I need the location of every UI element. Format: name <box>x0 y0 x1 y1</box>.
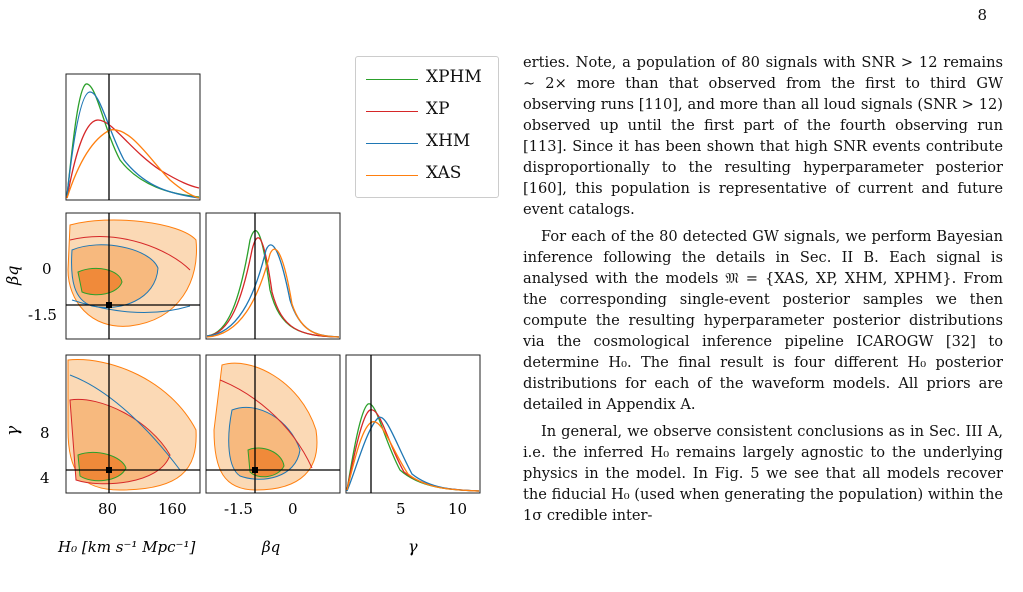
body-text-column: erties. Note, a population of 80 signals… <box>523 52 1003 526</box>
corner-plot-figure: 0 -1.5 8 4 80 160 -1.5 0 5 10 H₀ [km s⁻¹… <box>0 0 500 588</box>
legend-label: XPHM <box>426 67 482 87</box>
legend-swatch <box>366 143 418 144</box>
x-label-gamma: γ <box>408 537 418 556</box>
panel-h0-beta <box>65 212 201 340</box>
gamma-y-tick-1: 4 <box>40 469 50 487</box>
legend-swatch <box>366 175 418 176</box>
legend: XPHM XP XHM XAS <box>355 56 499 198</box>
legend-item-xp: XP <box>366 99 496 129</box>
truth-points <box>106 302 258 473</box>
paragraph: erties. Note, a population of 80 signals… <box>523 54 1003 218</box>
panel-gamma-hist <box>345 354 481 494</box>
legend-swatch <box>366 111 418 112</box>
legend-label: XP <box>426 99 450 119</box>
paragraph: For each of the 80 detected GW signals, … <box>523 228 1003 413</box>
h0-beta-contours <box>67 219 197 327</box>
h0-gamma-contours <box>67 359 197 491</box>
panel-h0-hist <box>65 73 201 201</box>
truth-lines <box>66 74 372 493</box>
corner-plot-svg: 0 -1.5 8 4 80 160 -1.5 0 5 10 H₀ [km s⁻¹… <box>3 73 481 556</box>
beta-y-tick-1: -1.5 <box>28 306 57 324</box>
legend-item-xphm: XPHM <box>366 67 496 97</box>
x-label-h0: H₀ [km s⁻¹ Mpc⁻¹] <box>57 538 195 556</box>
paragraph: In general, we observe consistent conclu… <box>523 423 1003 524</box>
beta-histograms <box>206 229 340 338</box>
x-label-beta: βq <box>261 538 280 556</box>
legend-item-xhm: XHM <box>366 131 496 161</box>
y-label-beta: βq <box>3 266 22 287</box>
beta-gamma-contours <box>213 362 318 491</box>
beta-y-tick-0: 0 <box>42 260 52 278</box>
legend-swatch <box>366 79 418 80</box>
panel-beta-hist <box>205 212 341 340</box>
page-number: 8 <box>977 6 987 24</box>
gamma-histograms <box>346 403 480 492</box>
panel-beta-gamma <box>205 354 341 494</box>
gamma-x-tick-1: 10 <box>448 500 467 518</box>
h0-x-tick-1: 160 <box>158 500 187 518</box>
beta-x-tick-1: 0 <box>288 500 298 518</box>
y-label-gamma: γ <box>3 425 23 436</box>
legend-label: XHM <box>426 131 471 151</box>
legend-label: XAS <box>426 163 462 183</box>
h0-histograms <box>66 83 200 199</box>
legend-item-xas: XAS <box>366 163 496 193</box>
gamma-x-tick-0: 5 <box>396 500 406 518</box>
gamma-y-tick-0: 8 <box>40 424 50 442</box>
h0-x-tick-0: 80 <box>98 500 117 518</box>
panel-h0-gamma <box>65 354 201 494</box>
beta-x-tick-0: -1.5 <box>224 500 253 518</box>
